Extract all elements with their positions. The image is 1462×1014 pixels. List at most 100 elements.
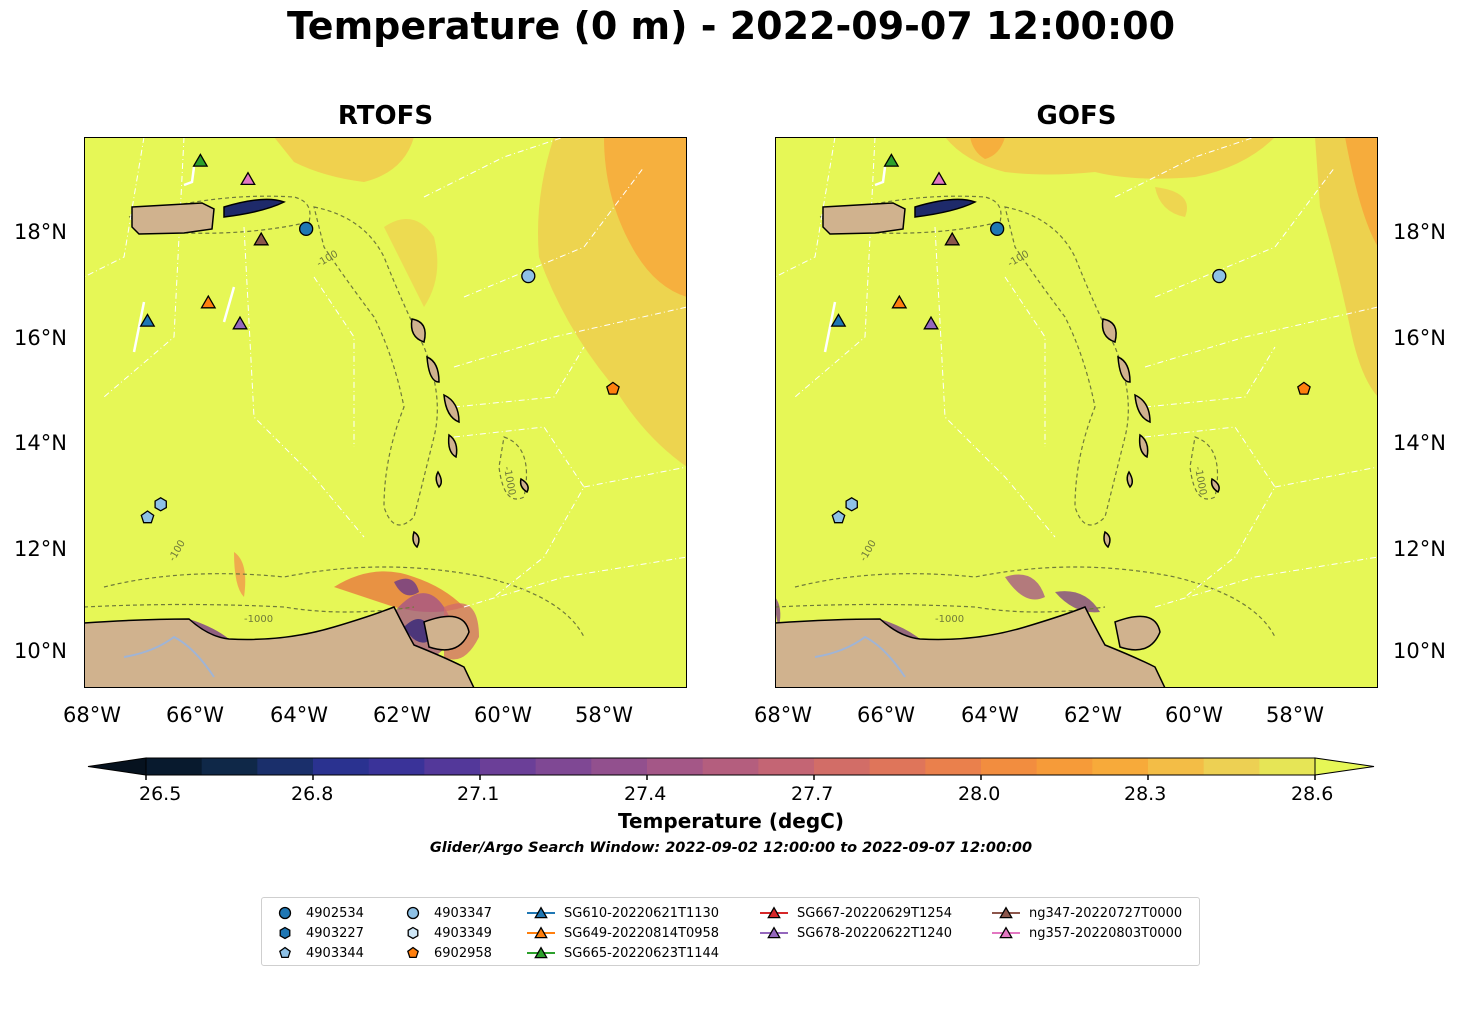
observation-marker-4903344	[831, 510, 846, 524]
triangle-marker-icon	[527, 946, 555, 959]
colorbar-bin	[758, 758, 815, 775]
lesser-antilles-island	[443, 393, 460, 424]
lesser-antilles-island	[1138, 433, 1149, 459]
colorbar-bin	[424, 758, 481, 775]
legend-entry: 4903227	[272, 923, 392, 943]
contour-label: -1000	[935, 614, 964, 625]
lesser-antilles-island	[1126, 470, 1133, 489]
lesser-antilles-island	[412, 530, 420, 549]
observation-marker-4903344	[140, 510, 155, 524]
colorbar-tick-label: 26.5	[139, 783, 182, 805]
legend-entry: 4903344	[272, 943, 392, 963]
glider-track	[823, 301, 837, 353]
triangle-marker-icon	[760, 906, 788, 919]
colorbar-tick-label: 28.0	[958, 783, 1001, 805]
triangle-marker-icon	[992, 926, 1020, 939]
colorbar-bin	[702, 758, 759, 775]
lat-tick-label: 18°N	[1393, 220, 1446, 244]
river	[123, 635, 215, 678]
colorbar-tick-label: 27.7	[791, 783, 834, 805]
lon-tick-label: 60°W	[1165, 703, 1223, 727]
panel-title-rtofs: RTOFS	[337, 101, 434, 131]
observation-marker-4903347	[1212, 268, 1227, 284]
legend-entry: SG610-20220621T1130	[526, 903, 741, 923]
colorbar-bin	[368, 758, 425, 775]
warm-water-patch	[604, 137, 687, 297]
legend-entry: 4903347	[400, 903, 520, 923]
observation-marker-ng347-20220727T0000	[253, 231, 270, 246]
colorbar-tick-label: 27.4	[624, 783, 667, 805]
legend-entry: ng347-20220727T0000	[991, 903, 1196, 923]
colorbar-tick-label: 26.8	[291, 783, 334, 805]
lon-tick-label: 62°W	[373, 703, 431, 727]
trinidad-island	[423, 615, 470, 651]
puerto-rico-island	[822, 202, 906, 235]
bathymetry-contour	[103, 566, 585, 638]
warm-water-patch	[970, 137, 1005, 159]
colorbar-bin	[591, 758, 648, 775]
lesser-antilles-island	[435, 470, 442, 489]
legend-entry: SG665-20220623T1144	[526, 943, 741, 963]
cool-anomaly	[1005, 574, 1045, 600]
lat-tick-label: 12°N	[14, 537, 67, 561]
eez-boundary	[583, 466, 687, 488]
cool-anomaly	[775, 597, 781, 627]
colorbar-bin	[869, 758, 926, 775]
warm-water-patch	[274, 137, 414, 182]
eez-boundary	[463, 556, 687, 608]
warm-water-patch	[1345, 137, 1378, 247]
lat-tick-label: 16°N	[14, 326, 67, 350]
lesser-antilles-island	[447, 433, 458, 459]
lat-tick-label: 16°N	[1393, 326, 1446, 350]
observation-marker-SG678-20220622T1240	[923, 315, 939, 330]
lat-tick-label: 14°N	[1393, 431, 1446, 455]
lon-tick-label: 66°W	[857, 703, 915, 727]
colorbar-bin	[480, 758, 537, 775]
lon-tick-label: 64°W	[961, 703, 1019, 727]
observation-marker-4903227	[845, 497, 858, 512]
map-panel-gofs: -100 -1000 -1000 -100	[775, 137, 1378, 688]
colorbar-bin	[257, 758, 314, 775]
triangle-marker-icon	[760, 926, 788, 939]
lon-tick-label: 68°W	[754, 703, 812, 727]
pentagon-marker-icon	[407, 946, 419, 959]
glider-track	[222, 286, 236, 323]
lon-tick-label: 62°W	[1064, 703, 1122, 727]
legend-entry: 4903349	[400, 923, 520, 943]
colorbar-tick-label: 27.1	[457, 783, 500, 805]
eez-boundary	[463, 166, 645, 298]
hexagon-marker-icon	[407, 926, 419, 940]
colorbar-bin	[1036, 758, 1093, 775]
colorbar-bin	[146, 758, 203, 775]
search-window-caption: Glider/Argo Search Window: 2022-09-02 12…	[429, 840, 1033, 856]
pentagon-marker-icon	[279, 946, 291, 959]
lon-tick-label: 68°W	[63, 703, 121, 727]
contour-label: -1000	[244, 614, 273, 625]
colorbar-extend-low	[87, 757, 147, 776]
colorbar-bin	[1259, 758, 1316, 775]
eez-boundary	[243, 226, 365, 538]
lat-tick-label: 12°N	[1393, 537, 1446, 561]
triangle-marker-icon	[527, 926, 555, 939]
virgin-islands	[914, 198, 977, 218]
observation-marker-4903347	[521, 268, 536, 284]
eez-boundary	[453, 346, 585, 408]
observation-marker-SG610-20220621T1130	[830, 313, 847, 327]
lesser-antilles-island	[1134, 393, 1151, 424]
river	[814, 635, 906, 678]
eez-boundary	[423, 137, 565, 198]
lesser-antilles-island	[426, 355, 440, 383]
cool-anomaly	[394, 578, 419, 596]
panel-title-gofs: GOFS	[1036, 101, 1117, 131]
contour-label: -1000	[1192, 466, 1208, 497]
eez-boundary	[1144, 426, 1276, 598]
observation-marker-SG649-20220814T0958	[891, 294, 908, 309]
legend-entry: 4902534	[272, 903, 392, 923]
colorbar-bin	[814, 758, 871, 775]
observation-marker-SG649-20220814T0958	[200, 294, 217, 309]
observation-marker-SG678-20220622T1240	[232, 315, 248, 330]
bathymetry-contour	[498, 436, 528, 500]
lat-tick-label: 14°N	[14, 431, 67, 455]
legend-entry: SG649-20220814T0958	[526, 923, 741, 943]
virgin-islands	[223, 198, 286, 218]
